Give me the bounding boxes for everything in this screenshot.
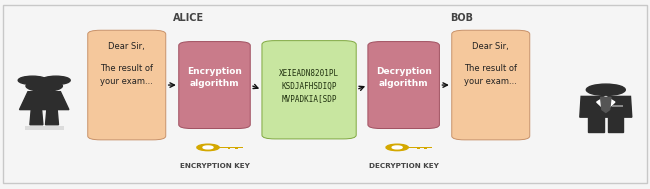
FancyBboxPatch shape — [262, 41, 356, 139]
FancyBboxPatch shape — [235, 148, 238, 149]
Circle shape — [197, 144, 219, 151]
Polygon shape — [46, 110, 58, 125]
FancyBboxPatch shape — [424, 148, 427, 149]
Text: ALICE: ALICE — [173, 13, 204, 23]
FancyBboxPatch shape — [25, 126, 64, 130]
Text: ENCRYPTION KEY: ENCRYPTION KEY — [179, 163, 250, 169]
Circle shape — [203, 146, 213, 149]
Text: Encryption
algorithm: Encryption algorithm — [187, 67, 242, 88]
FancyBboxPatch shape — [405, 147, 432, 148]
FancyBboxPatch shape — [216, 147, 243, 148]
Polygon shape — [597, 96, 606, 111]
Circle shape — [586, 84, 625, 95]
FancyBboxPatch shape — [417, 148, 420, 149]
FancyBboxPatch shape — [88, 30, 166, 140]
Text: Dear Sir,: Dear Sir, — [473, 42, 509, 51]
FancyBboxPatch shape — [368, 42, 439, 129]
Polygon shape — [30, 110, 43, 125]
Text: Dear Sir,: Dear Sir, — [109, 42, 145, 51]
Text: The result of
your exam...: The result of your exam... — [464, 64, 517, 86]
Polygon shape — [588, 117, 604, 132]
Polygon shape — [20, 92, 69, 110]
Circle shape — [392, 146, 402, 149]
Circle shape — [18, 76, 47, 84]
Text: The result of
your exam...: The result of your exam... — [100, 64, 153, 86]
Circle shape — [26, 81, 62, 91]
FancyBboxPatch shape — [3, 5, 647, 183]
Circle shape — [42, 76, 70, 84]
Text: Decryption
algorithm: Decryption algorithm — [376, 67, 432, 88]
Text: XEIEADN8201PL
KSDJAFHSDIQP
MVPADKIA[SDP: XEIEADN8201PL KSDJAFHSDIQP MVPADKIA[SDP — [279, 69, 339, 103]
Polygon shape — [601, 97, 611, 112]
Polygon shape — [606, 96, 615, 111]
FancyBboxPatch shape — [452, 30, 530, 140]
FancyBboxPatch shape — [179, 42, 250, 129]
Polygon shape — [608, 117, 623, 132]
FancyBboxPatch shape — [612, 105, 623, 107]
Polygon shape — [580, 96, 632, 117]
FancyBboxPatch shape — [228, 148, 231, 149]
Text: BOB: BOB — [450, 13, 473, 23]
Circle shape — [386, 144, 408, 151]
Text: DECRYPTION KEY: DECRYPTION KEY — [369, 163, 439, 169]
